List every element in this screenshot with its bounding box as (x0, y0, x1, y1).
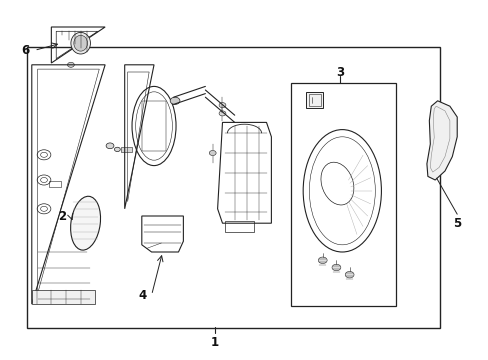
Polygon shape (426, 101, 456, 180)
Bar (305, 92, 323, 108)
Circle shape (318, 257, 326, 264)
Circle shape (209, 150, 216, 156)
Bar (32, 290, 95, 304)
Text: 5: 5 (452, 217, 460, 230)
Circle shape (114, 147, 120, 152)
Bar (290, 83, 395, 306)
Text: 2: 2 (58, 210, 66, 222)
Text: 3: 3 (335, 66, 343, 78)
Text: 1: 1 (211, 336, 219, 348)
Ellipse shape (74, 35, 87, 51)
Bar (49, 181, 61, 187)
Circle shape (67, 62, 74, 67)
Bar (308, 94, 320, 106)
Circle shape (345, 271, 353, 278)
Ellipse shape (71, 32, 90, 54)
Bar (224, 221, 254, 232)
Bar (27, 47, 439, 328)
Circle shape (106, 143, 114, 149)
Text: 4: 4 (138, 289, 146, 302)
Text: 6: 6 (21, 44, 29, 57)
Circle shape (331, 264, 340, 271)
Circle shape (219, 103, 225, 108)
Circle shape (219, 111, 225, 116)
Ellipse shape (70, 196, 101, 250)
Bar (121, 147, 132, 152)
Circle shape (170, 97, 180, 104)
